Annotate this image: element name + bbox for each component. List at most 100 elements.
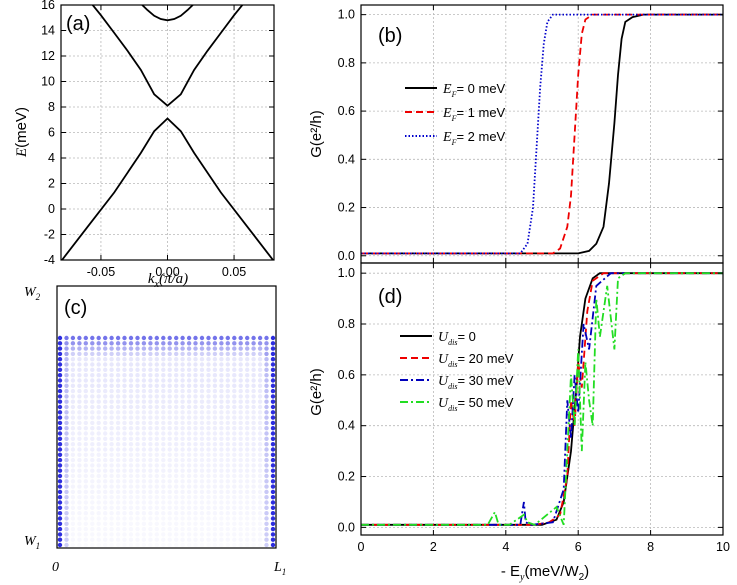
heatmap-cell — [103, 410, 108, 415]
heatmap-cell — [270, 410, 276, 415]
heatmap-cell — [57, 420, 63, 426]
heatmap-cell — [70, 457, 76, 463]
heatmap-cell — [103, 415, 108, 420]
heatmap-cell — [245, 538, 249, 542]
heatmap-cell — [186, 357, 192, 362]
heatmap-cell — [238, 500, 243, 505]
heatmap-cell — [270, 479, 276, 484]
heatmap-cell — [161, 452, 166, 457]
heatmap-cell — [199, 473, 205, 479]
heatmap-cell — [141, 410, 147, 415]
heatmap-cell — [128, 399, 134, 404]
heatmap-cell — [180, 457, 185, 463]
heatmap-cell — [206, 442, 211, 447]
heatmap-cell — [232, 415, 237, 420]
legend-entry-2: Udis= 30 meV — [438, 373, 514, 391]
heatmap-cell — [128, 378, 134, 383]
heatmap-cell — [264, 436, 269, 441]
heatmap-cell — [225, 484, 230, 489]
panel-b-label: (b) — [378, 25, 402, 47]
heatmap-cell — [161, 532, 165, 536]
heatmap-cell — [96, 410, 101, 415]
heatmap-cell — [199, 463, 205, 468]
heatmap-cell — [251, 473, 256, 479]
heatmap-cell — [206, 457, 211, 463]
heatmap-cell — [212, 404, 218, 410]
heatmap-cell — [251, 335, 256, 341]
heatmap-cell — [167, 341, 172, 346]
heatmap-cell — [70, 420, 76, 426]
heatmap-cell — [122, 473, 127, 479]
heatmap-cell — [212, 468, 218, 473]
heatmap-cell — [109, 341, 114, 346]
heatmap-cell — [103, 399, 108, 404]
heatmap-cell — [122, 505, 127, 510]
heatmap-cell — [64, 532, 69, 537]
heatmap-cell — [122, 431, 127, 436]
heatmap-cell — [128, 362, 134, 367]
heatmap-cell — [70, 442, 76, 447]
heatmap-cell — [206, 388, 211, 394]
heatmap-cell — [122, 420, 127, 426]
heatmap-cell — [161, 415, 166, 420]
heatmap-cell — [186, 335, 192, 341]
heatmap-cell — [122, 500, 127, 505]
heatmap-cell — [57, 335, 63, 341]
heatmap-cell — [161, 362, 166, 367]
heatmap-cell — [103, 404, 108, 410]
heatmap-cell — [251, 442, 256, 447]
heatmap-cell — [115, 420, 121, 426]
heatmap-cell — [186, 346, 192, 351]
heatmap-cell — [193, 489, 198, 495]
heatmap-cell — [122, 516, 126, 520]
heatmap-cell — [245, 442, 250, 447]
panel-b-grid — [360, 5, 724, 263]
heatmap-cell — [219, 516, 223, 520]
heatmap-cell — [128, 500, 134, 505]
heatmap-cell — [109, 394, 114, 399]
heatmap-cell — [77, 511, 82, 516]
heatmap-cell — [245, 383, 250, 388]
heatmap-cell — [180, 383, 185, 388]
heatmap-cell — [135, 527, 139, 531]
heatmap-cell — [193, 516, 197, 520]
heatmap-cell — [199, 367, 205, 372]
heatmap-cell — [238, 346, 243, 351]
heatmap-cell — [219, 473, 224, 479]
heatmap-cell — [232, 341, 237, 346]
heatmap-cell — [64, 537, 69, 542]
heatmap-cell — [193, 457, 198, 463]
heatmap-cell — [83, 394, 89, 399]
heatmap-cell — [168, 516, 172, 520]
heatmap-cell — [90, 373, 95, 378]
heatmap-cell — [115, 341, 121, 346]
heatmap-cell — [264, 516, 269, 521]
heatmap-cell — [251, 447, 256, 452]
heatmap-cell — [258, 543, 262, 547]
heatmap-cell — [77, 543, 81, 547]
heatmap-cell — [180, 357, 185, 362]
heatmap-cell — [193, 362, 198, 367]
heatmap-cell — [206, 410, 211, 415]
heatmap-cell — [148, 415, 153, 420]
heatmap-cell — [90, 516, 94, 520]
heatmap-cell — [167, 511, 172, 516]
heatmap-cell — [226, 516, 230, 520]
heatmap-cell — [238, 383, 243, 388]
heatmap-cell — [64, 335, 69, 341]
heatmap-cell — [57, 383, 63, 388]
heatmap-cell — [64, 484, 69, 489]
heatmap-cell — [128, 505, 134, 510]
heatmap-cell — [225, 473, 230, 479]
heatmap-cell — [141, 420, 147, 426]
heatmap-cell — [115, 473, 121, 479]
heatmap-cell — [186, 388, 192, 394]
heatmap-cell — [70, 500, 76, 505]
heatmap-cell — [103, 468, 108, 473]
heatmap-cell — [57, 479, 63, 484]
heatmap-cell — [245, 495, 250, 500]
heatmap-cell — [103, 522, 107, 526]
heatmap-cell — [57, 516, 63, 521]
heatmap-cell — [103, 484, 108, 489]
legend-entry-0: EF= 0 meV — [442, 81, 506, 99]
